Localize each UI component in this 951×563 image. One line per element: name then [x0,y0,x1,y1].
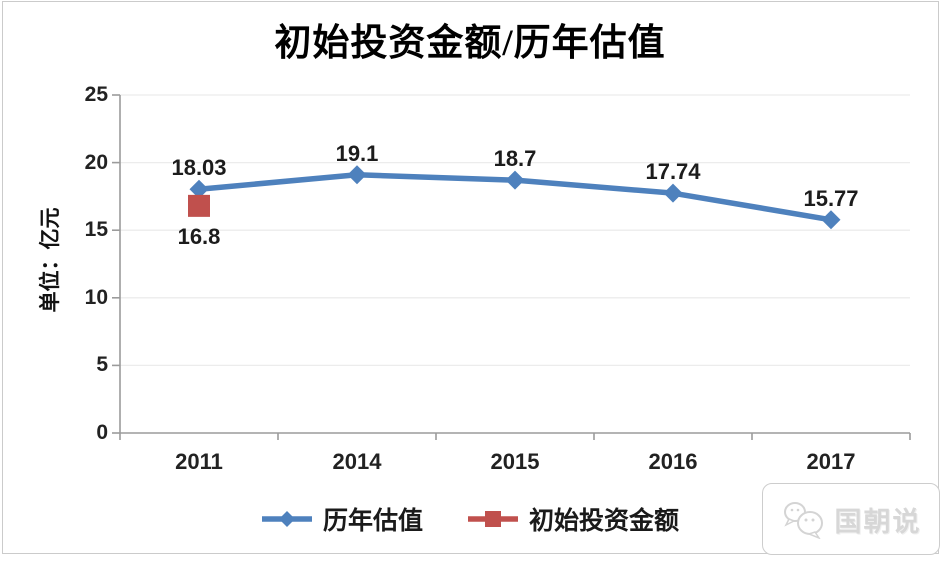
data-label: 19.1 [335,140,379,166]
y-tick-label: 5 [96,353,108,376]
x-tick-label: 2011 [175,449,223,474]
legend-marker-shape [485,511,501,527]
watermark-text: 国朝说 [834,506,922,537]
chart-frame [2,1,939,554]
data-point-diamond [821,210,841,230]
data-point-square [188,194,210,217]
legend-marker-diamond-icon [261,511,312,527]
legend-item-valuation: 历年估值 [261,501,423,537]
data-point-diamond [663,183,683,203]
chart-legend: 历年估值 初始投资金额 [2,501,938,537]
x-tick-label: 2016 [648,449,698,474]
data-label: 17.74 [645,159,701,185]
legend-label: 初始投资金额 [529,508,680,535]
data-point-diamond [347,165,367,185]
chat-bubbles-icon [783,502,823,539]
chart-title: 初始投资金额/历年估值 [274,23,666,64]
legend-item-initial-investment: 初始投资金额 [467,501,679,537]
legend-marker-shape [278,511,295,527]
x-tick-label: 2015 [490,449,540,474]
x-tick-label: 2017 [806,449,856,474]
legend-marker-square-icon [468,511,518,527]
watermark-badge: 国朝说 [762,483,940,555]
x-tick-label: 2014 [332,449,382,474]
y-tick-label: 0 [96,421,108,444]
data-point-diamond [189,179,209,199]
data-label: 18.03 [171,155,227,181]
data-label: 15.77 [803,185,859,211]
legend-label: 历年估值 [322,508,423,535]
y-tick-label: 25 [84,83,108,106]
y-tick-label: 10 [84,286,108,309]
data-point-diamond [505,170,525,190]
data-label: 18.7 [493,146,537,172]
data-label: 16.8 [177,223,221,249]
y-tick-label: 20 [84,151,108,174]
y-tick-label: 15 [84,218,108,241]
